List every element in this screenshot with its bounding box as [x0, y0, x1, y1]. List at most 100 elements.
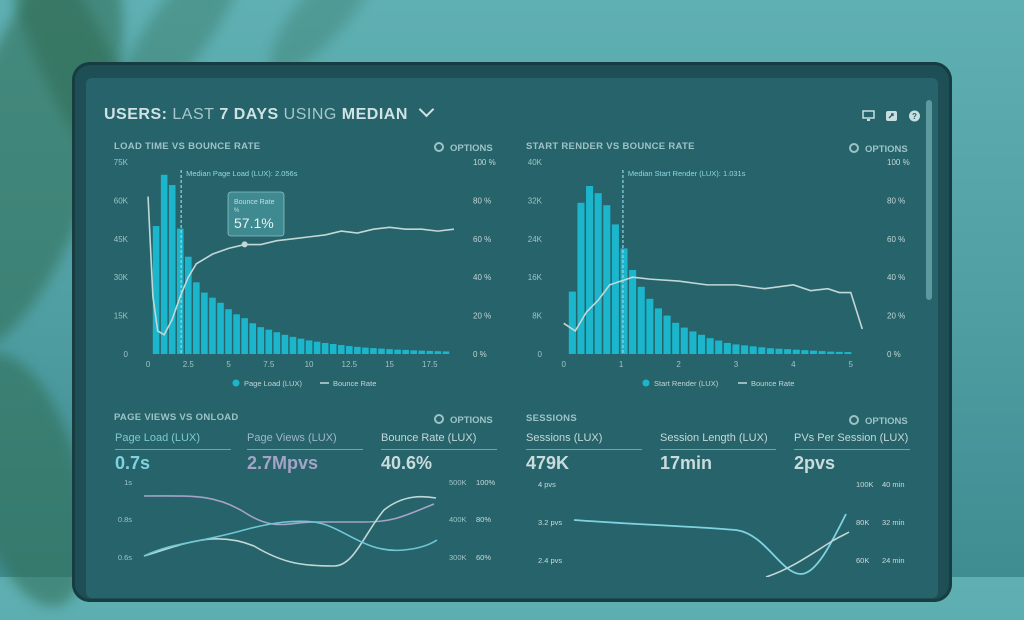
- x-tick-label: 17.5: [422, 360, 438, 369]
- bar: [233, 314, 240, 354]
- y-tick-label-left: 15K: [114, 312, 129, 321]
- bar: [784, 349, 792, 354]
- x-tick-label: 4: [791, 360, 796, 369]
- bar: [168, 185, 176, 354]
- x-tick-label: 7.5: [263, 360, 275, 369]
- bar: [370, 348, 377, 354]
- bar: [844, 352, 852, 354]
- y-tick-label-right: 400K: [449, 515, 467, 524]
- metric-label-sess-0: Sessions (LUX): [526, 432, 603, 444]
- monitor-icon[interactable]: [862, 110, 875, 122]
- options-button-page-views[interactable]: OPTIONS: [434, 413, 493, 426]
- metric-divider: [115, 449, 231, 450]
- bar: [305, 340, 313, 354]
- tooltip-box: [227, 191, 285, 237]
- tooltip-value: 57.1%: [234, 215, 274, 231]
- options-button-load-time[interactable]: OPTIONS: [434, 141, 493, 154]
- x-tick-label: 2: [676, 360, 681, 369]
- bar: [394, 349, 401, 354]
- x-tick-label: 15: [385, 360, 394, 369]
- bar: [586, 186, 594, 354]
- y-tick-label-right: 40 %: [473, 273, 491, 282]
- y-tick-label-left: 0.8s: [118, 515, 132, 524]
- sessions-line: [573, 513, 847, 575]
- bar: [835, 351, 843, 354]
- metric-value-sess-0: 479K: [526, 453, 570, 473]
- bar: [160, 174, 168, 354]
- metric-value-pv-0: 0.7s: [115, 453, 151, 473]
- metric-label-sess-1: Session Length (LUX): [660, 432, 768, 444]
- y-tick-label-right: 40 min: [882, 480, 905, 489]
- bar: [209, 297, 216, 354]
- help-icon[interactable]: ?: [908, 110, 921, 122]
- scrollbar[interactable]: [926, 100, 932, 300]
- y-tick-label-right: 60 %: [887, 235, 905, 244]
- options-button-start-render[interactable]: OPTIONS: [849, 142, 908, 155]
- x-tick-label: 1: [619, 360, 624, 369]
- options-label: OPTIONS: [450, 143, 493, 154]
- bar: [193, 282, 200, 354]
- bar: [637, 286, 645, 354]
- bar: [577, 202, 585, 354]
- bar: [329, 344, 337, 354]
- bar: [809, 350, 817, 354]
- y-tick-label-right: 24 min: [882, 556, 905, 565]
- legend-label-bars: Start Render (LUX): [654, 379, 719, 388]
- y-tick-label-right: 0 %: [473, 350, 487, 359]
- bar: [663, 315, 671, 354]
- options-label: OPTIONS: [865, 416, 908, 427]
- gear-icon: [849, 415, 859, 425]
- start-render-chart: 0 8K 16K 24K 32K 40K 0 % 20 % 40 % 60 % 80 % 100 % M…: [528, 158, 910, 388]
- metric-value-sess-1: 17min: [660, 453, 713, 473]
- page-title[interactable]: USERS: LAST 7 DAYS USING MEDIAN: [104, 101, 435, 124]
- y-tick-label-left: 60K: [114, 196, 129, 205]
- bar: [354, 346, 361, 354]
- bar: [594, 193, 602, 354]
- y-tick-label-right: 20 %: [887, 312, 905, 321]
- metric-value-pv-1: 2.7Mpvs: [247, 453, 319, 473]
- svg-text:?: ?: [912, 112, 917, 121]
- bar: [827, 351, 835, 354]
- bar: [697, 334, 706, 354]
- bar: [273, 332, 281, 354]
- panel-title-start-render: START RENDER VS BOUNCE RATE: [526, 141, 695, 152]
- share-icon[interactable]: [885, 110, 898, 122]
- legend-label-bars: Page Load (LUX): [244, 379, 302, 388]
- y-tick-label-right: 80%: [476, 515, 491, 524]
- y-tick-label-left: 40K: [528, 158, 543, 167]
- bar: [801, 350, 809, 354]
- bar: [568, 291, 576, 354]
- median-label: Median Page Load (LUX): 2.056s: [186, 169, 298, 178]
- bar: [176, 228, 184, 354]
- bar: [321, 342, 329, 354]
- page-load-line: [143, 520, 438, 557]
- bar: [749, 346, 757, 354]
- gear-icon: [849, 143, 859, 153]
- bar: [345, 346, 353, 354]
- bar: [201, 292, 208, 354]
- y-tick-label-left: 45K: [114, 235, 129, 244]
- metric-divider: [660, 449, 776, 450]
- panel-title-page-views: PAGE VIEWS VS ONLOAD: [114, 412, 239, 423]
- metric-label-pv-1: Page Views (LUX): [247, 432, 337, 444]
- bar: [297, 338, 305, 354]
- bounce-rate-line: [143, 495, 437, 567]
- options-label: OPTIONS: [450, 415, 493, 426]
- options-button-sessions[interactable]: OPTIONS: [849, 414, 908, 427]
- gear-icon: [434, 414, 444, 424]
- gear-icon: [434, 142, 444, 152]
- y-tick-label-right: 20 %: [473, 312, 491, 321]
- y-tick-label-right: 300K: [449, 553, 467, 562]
- bar: [241, 318, 248, 354]
- bar: [766, 348, 774, 354]
- y-tick-label-right: 60%: [476, 553, 491, 562]
- y-tick-label-left: 30K: [114, 273, 129, 282]
- bar: [402, 349, 409, 354]
- median-label: Median Start Render (LUX): 1.031s: [628, 169, 746, 178]
- metric-divider: [247, 449, 363, 450]
- bar: [217, 302, 224, 354]
- bar: [442, 351, 450, 354]
- bar: [362, 347, 369, 354]
- bar: [426, 350, 434, 354]
- bar: [732, 344, 740, 354]
